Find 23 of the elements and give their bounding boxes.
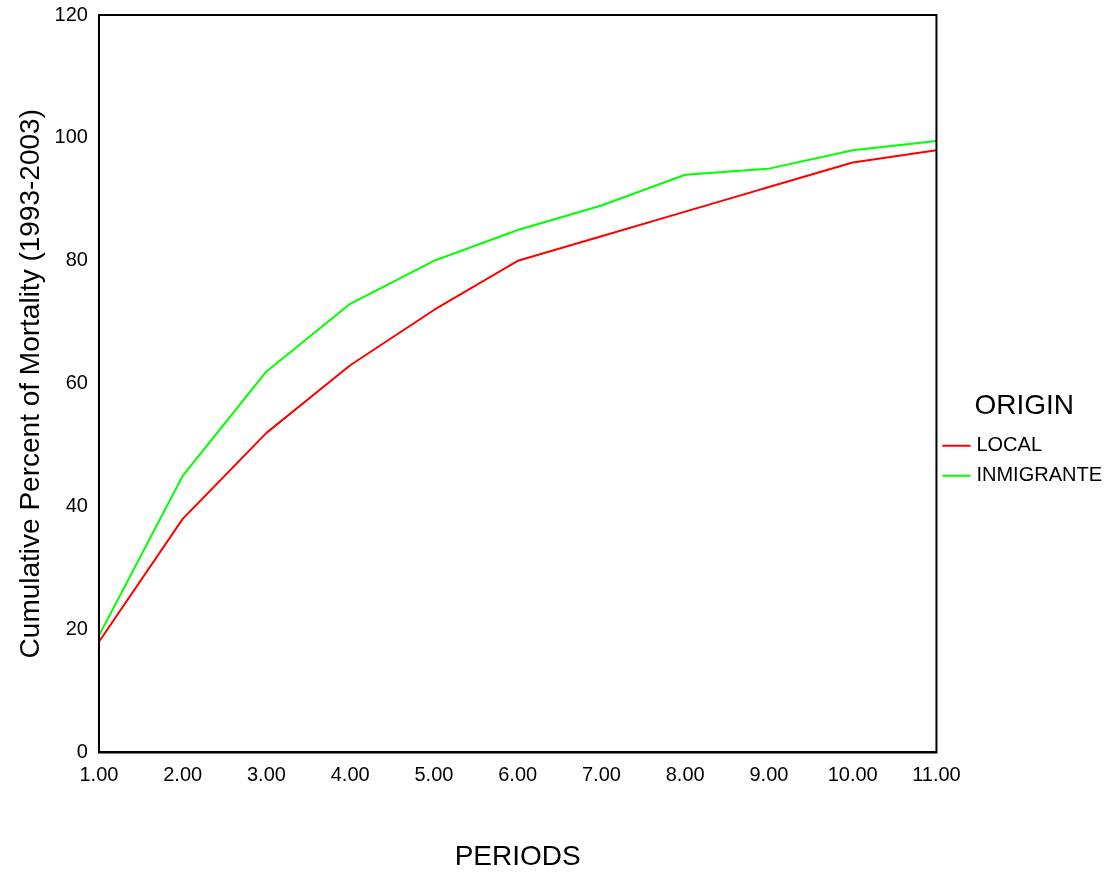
x-tick-label: 2.00 <box>163 762 203 785</box>
x-tick-label: 5.00 <box>414 762 454 785</box>
y-tick-label: 60 <box>65 371 88 394</box>
legend-label: INMIGRANTE <box>976 463 1103 486</box>
x-tick-label: 6.00 <box>498 762 538 785</box>
y-tick-label: 40 <box>65 494 88 517</box>
y-axis-title: Cumulative Percent of Mortality (1993-2003) <box>13 109 45 659</box>
legend-label: LOCAL <box>976 433 1043 456</box>
legend-title: ORIGIN <box>974 388 1074 420</box>
x-tick-label: 9.00 <box>749 762 789 785</box>
x-tick-label: 3.00 <box>247 762 286 785</box>
x-tick-label: 4.00 <box>330 762 370 785</box>
y-tick-label: 20 <box>65 617 88 640</box>
y-tick-label: 100 <box>54 125 88 148</box>
y-tick-label: 120 <box>54 2 88 25</box>
x-tick-label: 1.00 <box>79 762 119 785</box>
x-tick-label: 10.00 <box>827 762 878 785</box>
x-tick-label: 8.00 <box>665 762 705 785</box>
x-tick-label: 7.00 <box>581 762 621 785</box>
y-tick-label: 80 <box>65 248 88 271</box>
x-axis-title: PERIODS <box>454 839 581 871</box>
x-tick-label: 11.00 <box>912 762 961 785</box>
y-tick-label: 0 <box>76 739 88 762</box>
